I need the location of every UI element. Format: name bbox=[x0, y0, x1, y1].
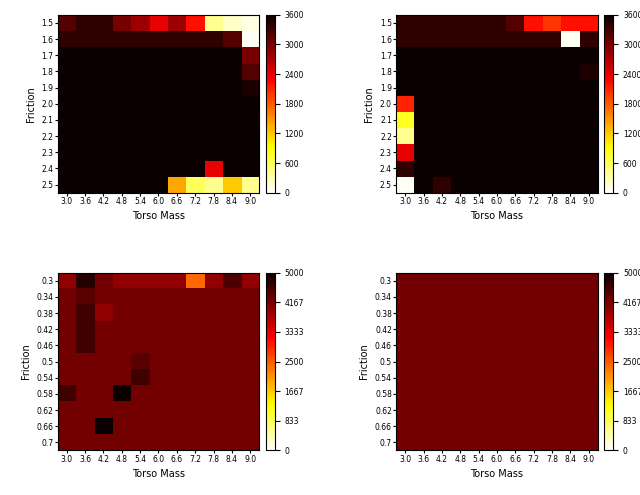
X-axis label: Torso Mass: Torso Mass bbox=[470, 469, 524, 479]
Y-axis label: Friction: Friction bbox=[26, 86, 36, 122]
X-axis label: Torso Mass: Torso Mass bbox=[132, 211, 185, 221]
Y-axis label: Friction: Friction bbox=[364, 86, 374, 122]
X-axis label: Torso Mass: Torso Mass bbox=[132, 469, 185, 479]
Y-axis label: Friction: Friction bbox=[359, 344, 369, 380]
X-axis label: Torso Mass: Torso Mass bbox=[470, 211, 524, 221]
Y-axis label: Friction: Friction bbox=[21, 344, 31, 380]
